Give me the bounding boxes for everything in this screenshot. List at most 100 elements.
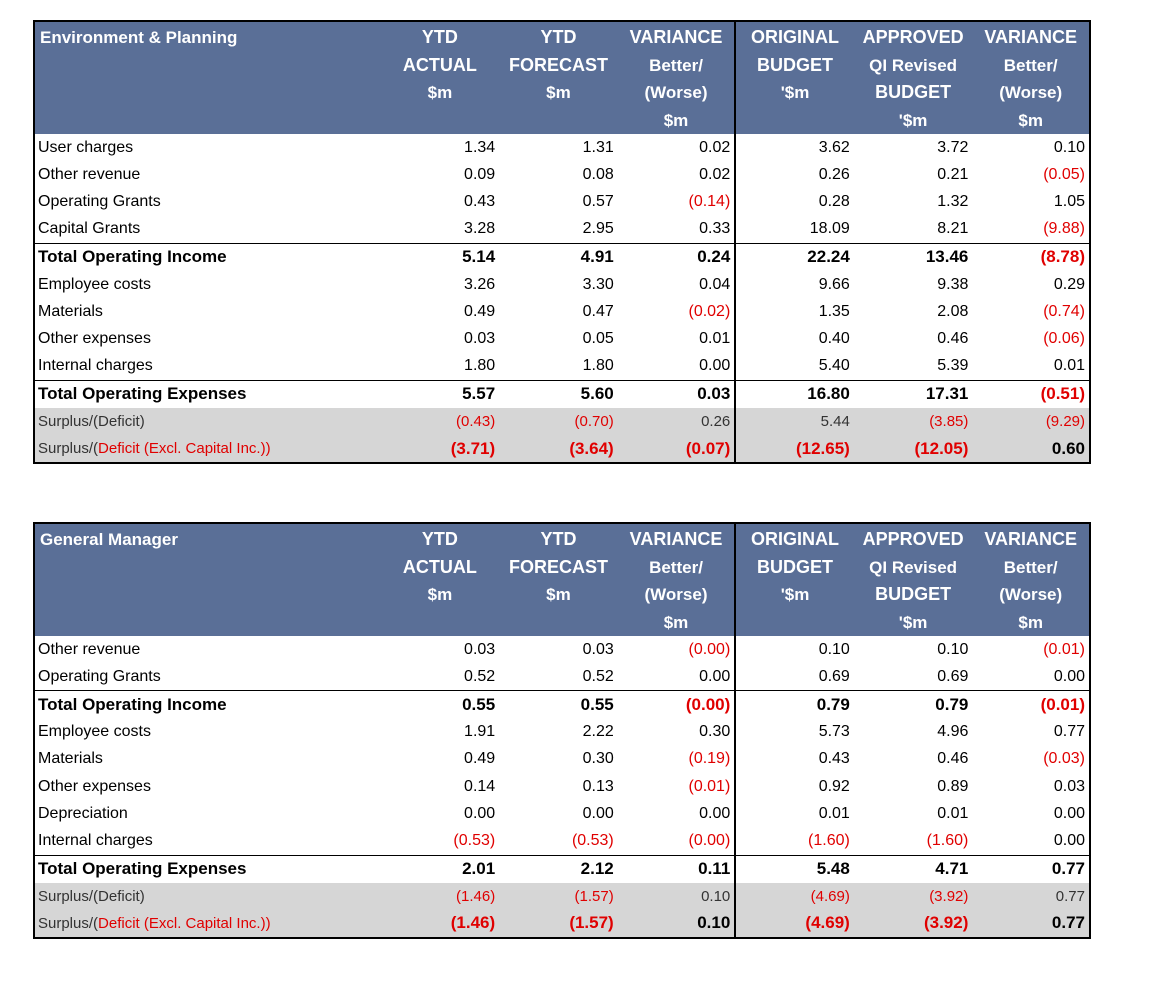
- value-cell: 0.89: [937, 777, 969, 795]
- row-label: Employee costs: [38, 723, 151, 741]
- value-cell: 0.29: [972, 270, 1091, 299]
- value-cell: (0.19): [617, 745, 737, 773]
- value-cell: 0.55: [499, 690, 618, 719]
- value-cell: (1.57): [499, 909, 618, 939]
- row-label: Surplus/(Deficit (Excl. Capital Inc.)): [34, 909, 381, 939]
- value-cell: 0.00: [464, 804, 496, 822]
- value-cell: (0.02): [617, 298, 737, 326]
- value-cell: 0.49: [464, 750, 496, 768]
- value-cell: 0.21: [937, 165, 969, 183]
- value-cell: 9.66: [818, 275, 850, 293]
- value-cell: 1.31: [582, 138, 614, 156]
- value-cell: 0.01: [818, 804, 850, 822]
- value-cell: 2.08: [937, 302, 969, 320]
- row-label: Employee costs: [38, 275, 151, 293]
- value-cell: 5.44: [735, 407, 854, 436]
- value-cell: 0.05: [582, 329, 614, 347]
- value-cell: 0.10: [617, 909, 737, 939]
- row-label: Depreciation: [38, 804, 128, 822]
- value-cell: (1.60): [808, 831, 850, 849]
- row-label: Operating Grants: [38, 667, 161, 685]
- table-row: Internal charges (0.53) (0.53) (0.00) (1.60)…: [34, 827, 1091, 855]
- header-approved-budget: APPROVED QI Revised BUDGET '$m: [853, 523, 973, 636]
- value-cell: 0.33: [617, 215, 737, 244]
- row-label: Surplus/(Deficit (Excl. Capital Inc.)): [34, 435, 381, 464]
- value-cell: (1.60): [926, 831, 969, 849]
- value-cell: (1.46): [380, 909, 500, 939]
- row-label: User charges: [38, 138, 134, 156]
- value-cell: 17.31: [853, 379, 973, 408]
- header-variance-budget: VARIANCE Better/(Worse) $m: [972, 21, 1090, 134]
- value-cell: 0.77: [972, 909, 1091, 939]
- value-cell: 18.09: [809, 220, 850, 238]
- row-label: Internal charges: [38, 357, 153, 375]
- value-cell: 2.95: [582, 220, 614, 238]
- value-cell: 0.92: [818, 777, 850, 795]
- value-cell: 0.01: [972, 352, 1091, 381]
- value-cell: (0.53): [571, 831, 614, 849]
- value-cell: 0.28: [818, 192, 850, 210]
- value-cell: 2.22: [582, 723, 614, 741]
- value-cell: 2.12: [499, 854, 618, 883]
- value-cell: (0.74): [972, 298, 1091, 326]
- value-cell: 4.96: [937, 723, 969, 741]
- value-cell: 0.00: [582, 804, 614, 822]
- row-label: Total Operating Income: [34, 690, 381, 719]
- total-row: Total Operating Income 0.55 0.55 (0.00) 0.79…: [34, 690, 1091, 719]
- value-cell: (0.53): [453, 831, 496, 849]
- table-row: Materials 0.49 0.30 (0.19) 0.43 0.46 (0.03): [34, 745, 1091, 773]
- value-cell: (0.43): [380, 407, 500, 436]
- value-cell: 0.00: [972, 663, 1091, 691]
- value-cell: (12.05): [853, 435, 973, 464]
- row-label: Surplus/(Deficit): [34, 882, 381, 910]
- value-cell: 0.03: [464, 640, 496, 658]
- value-cell: 0.10: [937, 640, 969, 658]
- row-label: Other expenses: [38, 329, 151, 347]
- value-cell: 0.02: [617, 161, 737, 189]
- value-cell: (3.64): [499, 435, 618, 464]
- value-cell: 0.40: [818, 329, 850, 347]
- environment-planning-table: Environment & Planning YTD ACTUAL $m YTD FO…: [33, 20, 1091, 465]
- value-cell: 0.57: [582, 192, 614, 210]
- surplus-row: Surplus/(Deficit) (0.43) (0.70) 0.26 5.44 (3.…: [34, 407, 1091, 436]
- header-ytd-forecast: YTD FORECAST $m: [499, 523, 618, 636]
- value-cell: 5.40: [818, 357, 850, 375]
- value-cell: 0.10: [972, 134, 1091, 162]
- value-cell: 0.04: [617, 270, 737, 299]
- value-cell: 1.91: [464, 723, 496, 741]
- value-cell: 0.02: [617, 134, 737, 162]
- row-label: Capital Grants: [38, 220, 141, 238]
- value-cell: 0.00: [617, 352, 737, 381]
- table-row: Operating Grants 0.43 0.57 (0.14) 0.28 1.32 1.…: [34, 188, 1091, 216]
- row-label-red-part: Deficit (Excl. Capital Inc.)): [98, 914, 271, 932]
- value-cell: 0.52: [464, 667, 496, 685]
- value-cell: 8.21: [937, 220, 969, 238]
- table-row: Depreciation 0.00 0.00 0.00 0.01 0.01 0.00: [34, 800, 1091, 828]
- row-label: Other revenue: [38, 640, 141, 658]
- value-cell: 4.71: [853, 854, 973, 883]
- value-cell: (4.69): [735, 909, 854, 939]
- row-label-part: Surplus/(: [38, 440, 99, 458]
- value-cell: (1.57): [499, 882, 618, 910]
- value-cell: (0.51): [972, 379, 1091, 408]
- value-cell: 0.24: [617, 242, 737, 271]
- value-cell: 0.46: [937, 750, 969, 768]
- row-label: Surplus/(Deficit): [34, 407, 381, 436]
- value-cell: 0.00: [617, 663, 737, 691]
- table-header-row: Environment & Planning YTD ACTUAL $m YTD FO…: [34, 21, 1090, 134]
- value-cell: 0.13: [582, 777, 614, 795]
- header-variance: VARIANCE Better/(Worse) $m: [617, 523, 737, 636]
- value-cell: 0.55: [380, 690, 500, 719]
- value-cell: 1.80: [464, 357, 496, 375]
- table-row: Materials 0.49 0.47 (0.02) 1.35 2.08 (0.74): [34, 298, 1091, 326]
- value-cell: 22.24: [735, 242, 854, 271]
- row-label: Total Operating Expenses: [34, 854, 381, 883]
- general-manager-table: General Manager YTD ACTUAL $m YTD FORECAST $…: [33, 522, 1091, 940]
- value-cell: 0.03: [582, 640, 614, 658]
- value-cell: (0.03): [972, 745, 1091, 773]
- row-label: Operating Grants: [38, 192, 161, 210]
- value-cell: 3.28: [464, 220, 496, 238]
- value-cell: 5.48: [735, 854, 854, 883]
- row-label: Total Operating Expenses: [34, 379, 381, 408]
- row-label: Materials: [38, 750, 103, 768]
